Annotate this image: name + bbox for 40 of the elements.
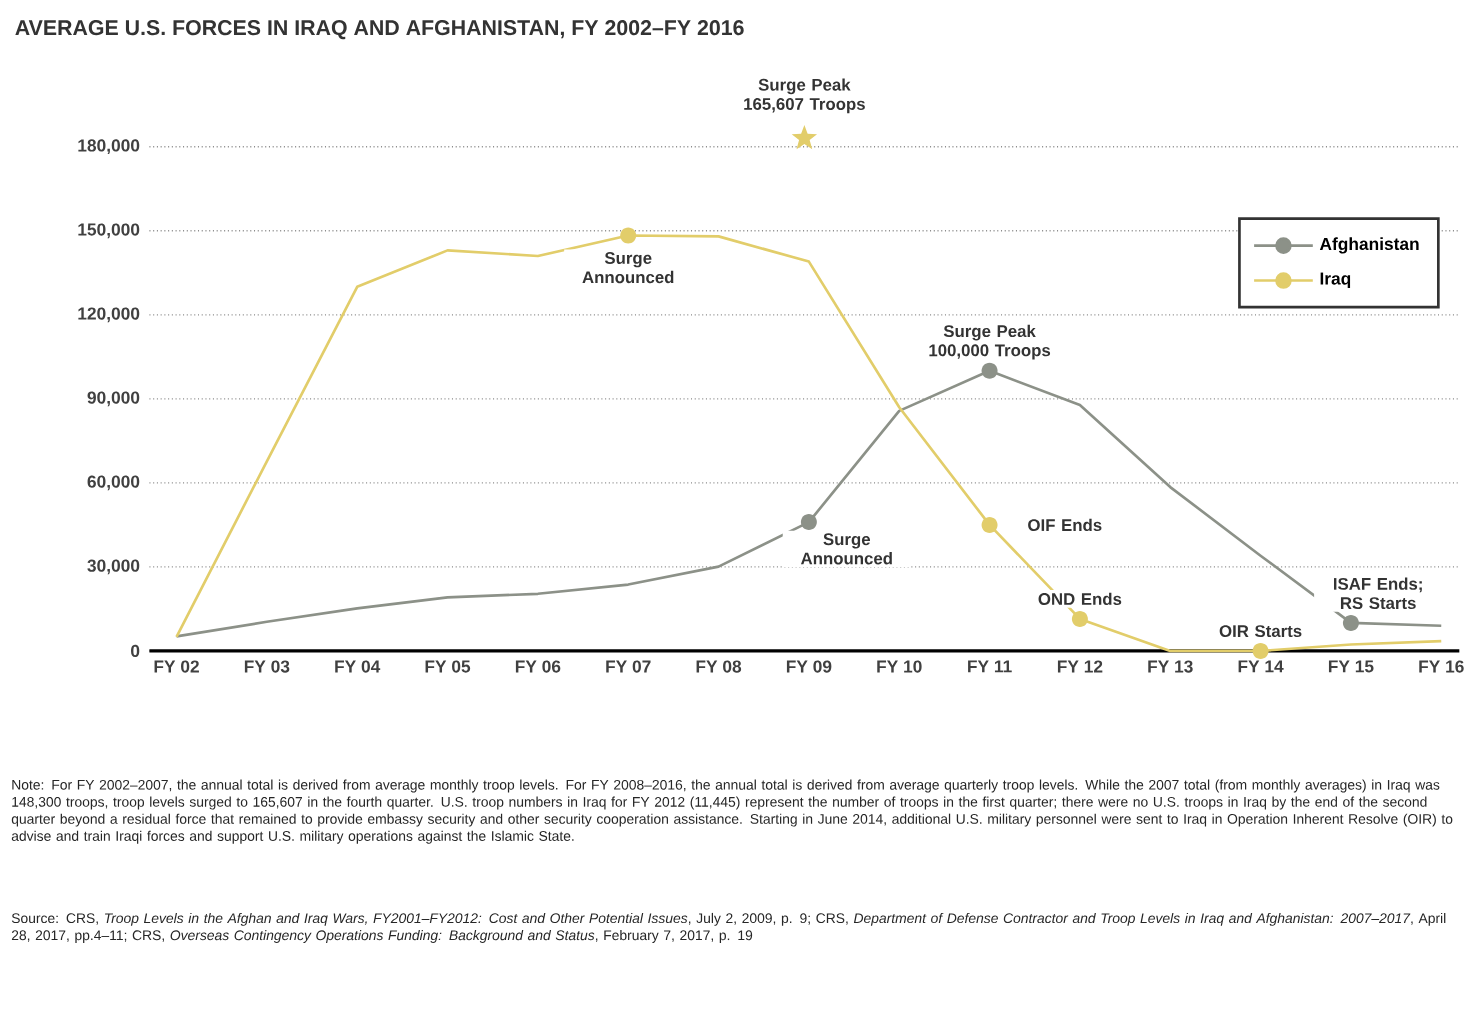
annotation: ISAF Ends; RS Starts	[1333, 577, 1422, 610]
point	[800, 514, 817, 531]
point	[1071, 610, 1088, 627]
x-tick-label: FY 02	[154, 660, 199, 673]
annotation: OIF Ends	[1028, 518, 1102, 532]
y-tick-label: 90,000	[87, 391, 140, 407]
x-tick-label: FY 04	[335, 660, 381, 673]
x-tick-label: FY 07	[606, 660, 651, 673]
y-tick-label: 180,000	[78, 139, 140, 155]
x-tick-label: FY 13	[1148, 660, 1193, 673]
annotation: Surge Announced	[582, 252, 674, 284]
annotation: Surge Announced	[800, 533, 892, 565]
legend-label: Afghanistan	[1319, 237, 1419, 254]
annotation: OIR Starts	[1219, 625, 1302, 638]
point	[981, 362, 998, 379]
annotation: OND Ends	[1038, 592, 1122, 606]
x-tick-label: FY 15	[1328, 660, 1374, 673]
point	[1252, 643, 1269, 660]
x-tick-label: FY 16	[1419, 660, 1464, 673]
legend-label: Iraq	[1320, 272, 1351, 289]
x-tick-label: FY 12	[1057, 660, 1103, 673]
annotation: Surge Peak 100,000 Troops	[929, 324, 1051, 360]
x-tick-label: FY 11	[968, 660, 1012, 673]
x-tick-label: FY 14	[1238, 660, 1284, 673]
x-tick-label: FY 05	[425, 660, 471, 673]
y-tick-label: 0	[131, 644, 140, 658]
x-tick-label: FY 10	[877, 660, 922, 673]
text: Surge Peak 165,607 Troops	[744, 78, 865, 114]
x-tick-label: FY 08	[696, 660, 742, 673]
chart-title: AVERAGE U.S. FORCES IN IRAQ AND AFGHANISTAN, FY 2002–FY 2016	[15, 20, 744, 40]
y-tick-label: 120,000	[78, 307, 140, 323]
x-tick-label: FY 09	[786, 660, 832, 673]
point	[981, 516, 998, 533]
y-tick-label: 60,000	[87, 475, 140, 491]
point	[620, 227, 637, 244]
x-tick-label: FY 06	[515, 660, 561, 673]
point	[1342, 615, 1359, 632]
y-tick-label: 150,000	[78, 223, 140, 239]
x-tick-label: FY 03	[244, 660, 290, 673]
y-tick-label: 30,000	[87, 559, 140, 575]
